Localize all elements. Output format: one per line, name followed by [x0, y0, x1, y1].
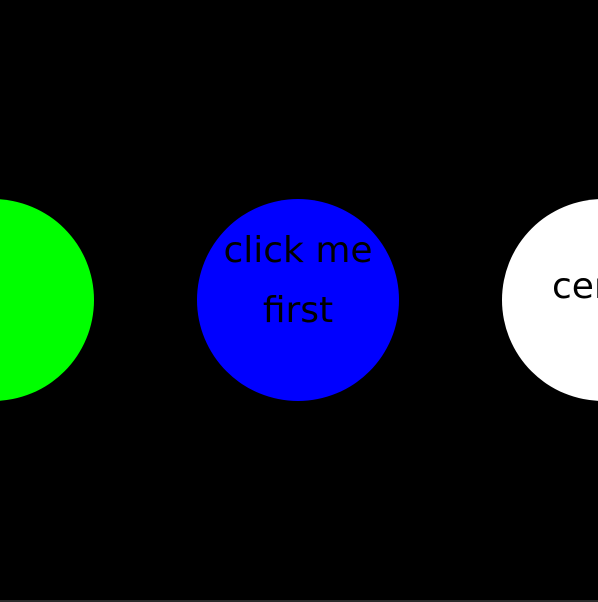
white-circle[interactable]: cer — [502, 199, 598, 401]
green-circle[interactable]: a — [0, 199, 94, 401]
blue-circle-label: click me first — [223, 230, 373, 331]
bottom-border — [0, 600, 598, 602]
white-circle-label: cer — [552, 266, 598, 307]
blue-circle[interactable]: click me first — [197, 199, 399, 401]
